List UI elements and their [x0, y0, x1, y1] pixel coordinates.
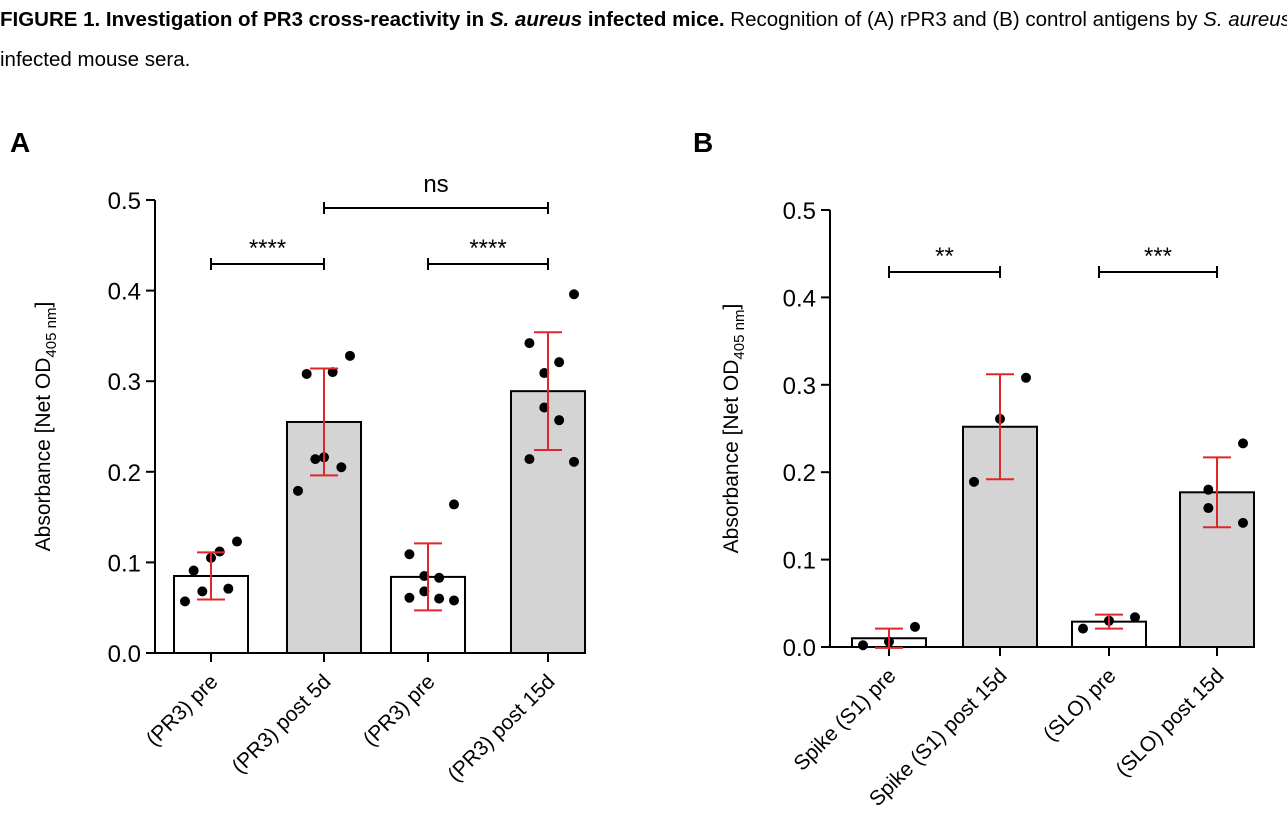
caption-species: S. aureus — [1203, 8, 1287, 31]
data-point — [180, 596, 190, 607]
y-tick-label: 0.5 — [783, 198, 816, 225]
data-point — [1130, 612, 1140, 623]
data-point — [232, 536, 242, 547]
y-label-end: ] — [32, 302, 55, 308]
y-tick-label: 0.2 — [108, 460, 141, 487]
data-point — [969, 476, 979, 487]
data-point — [404, 549, 415, 560]
data-point — [1078, 623, 1088, 634]
x-tick-label: (PR3) post 15d — [443, 670, 559, 786]
y-tick-label: 0.1 — [783, 548, 816, 575]
y-tick-label: 0.3 — [108, 369, 141, 396]
y-label-main: Absorbance [Net OD — [720, 360, 743, 554]
significance-label: ns — [423, 171, 448, 198]
y-label-sub: 405 nm — [43, 308, 60, 358]
data-point — [345, 350, 355, 361]
y-tick-label: 0.3 — [783, 373, 816, 400]
data-point — [1238, 517, 1248, 528]
panel-label: A — [10, 127, 30, 158]
caption-text-end: infected mouse sera. — [0, 48, 191, 71]
y-tick-label: 0.0 — [783, 635, 816, 662]
data-point — [449, 595, 459, 606]
x-tick-label: (PR3) pre — [359, 670, 440, 751]
data-point — [449, 499, 459, 510]
data-point — [910, 621, 920, 632]
caption-species: S. aureus — [489, 8, 583, 31]
x-tick-label: (SLO) post 15d — [1112, 664, 1229, 781]
y-tick-label: 0.4 — [108, 279, 141, 306]
x-tick-label: (PR3) post 5d — [228, 670, 336, 778]
y-tick-label: 0.4 — [783, 285, 816, 312]
data-point — [524, 338, 535, 349]
y-tick-label: 0.2 — [783, 460, 816, 487]
y-tick-label: 0.5 — [108, 188, 141, 215]
caption-title: FIGURE 1. Investigation of PR3 cross-rea… — [0, 8, 490, 31]
y-label-end: ] — [720, 304, 743, 310]
data-point — [419, 586, 430, 597]
y-axis-label: Absorbance [Net OD405 nm] — [32, 302, 60, 552]
data-point — [419, 570, 430, 581]
data-point — [293, 485, 303, 496]
data-point — [223, 583, 234, 594]
data-point — [1021, 372, 1031, 383]
y-tick-label: 0.1 — [108, 550, 141, 577]
data-point — [188, 565, 199, 576]
caption-text: Recognition of (A) rPR3 and (B) control … — [724, 8, 1204, 31]
significance-label: *** — [1144, 243, 1172, 270]
data-point — [327, 367, 338, 378]
data-point — [569, 289, 579, 300]
data-point — [858, 640, 868, 651]
data-point — [539, 368, 550, 379]
data-point — [197, 586, 208, 597]
y-label-main: Absorbance [Net OD — [32, 358, 55, 552]
panel-label: B — [693, 127, 713, 158]
data-point — [434, 593, 445, 604]
data-point — [539, 402, 550, 413]
data-point — [310, 454, 321, 465]
data-point — [569, 456, 579, 467]
data-point — [1203, 484, 1214, 495]
caption: FIGURE 1. Investigation of PR3 cross-rea… — [0, 0, 1287, 80]
x-tick-label: (PR3) pre — [142, 670, 223, 751]
x-tick-label: (SLO) pre — [1039, 664, 1120, 745]
data-point — [336, 462, 347, 473]
y-axis-label: Absorbance [Net OD405 nm] — [720, 304, 748, 554]
significance-label: **** — [469, 235, 506, 262]
data-point — [524, 454, 535, 465]
y-label-sub: 405 nm — [731, 310, 748, 360]
significance-label: ** — [935, 243, 954, 270]
data-point — [404, 592, 415, 603]
caption-title-end: infected mice. — [582, 8, 725, 31]
significance-label: **** — [249, 235, 286, 262]
data-point — [554, 415, 565, 426]
data-point — [1203, 503, 1214, 514]
data-point — [1238, 438, 1248, 449]
x-tick-label: Spike (S1) pre — [789, 664, 900, 775]
data-point — [434, 572, 445, 583]
y-tick-label: 0.0 — [108, 641, 141, 668]
data-point — [301, 368, 312, 379]
data-point — [554, 357, 565, 368]
